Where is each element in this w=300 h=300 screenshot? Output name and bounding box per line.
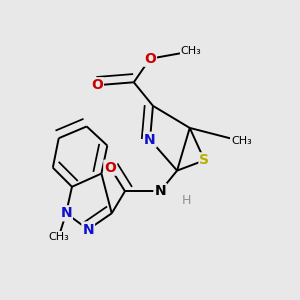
Text: O: O xyxy=(91,78,103,92)
Text: N: N xyxy=(82,223,94,236)
Text: CH₃: CH₃ xyxy=(231,136,252,146)
Text: CH₃: CH₃ xyxy=(48,232,69,242)
Text: N: N xyxy=(60,206,72,220)
Text: N: N xyxy=(154,184,166,198)
Text: O: O xyxy=(144,52,156,66)
Text: O: O xyxy=(104,161,116,175)
Text: CH₃: CH₃ xyxy=(181,46,202,56)
Text: S: S xyxy=(200,153,209,167)
Text: N: N xyxy=(144,133,156,147)
Text: H: H xyxy=(182,194,191,207)
